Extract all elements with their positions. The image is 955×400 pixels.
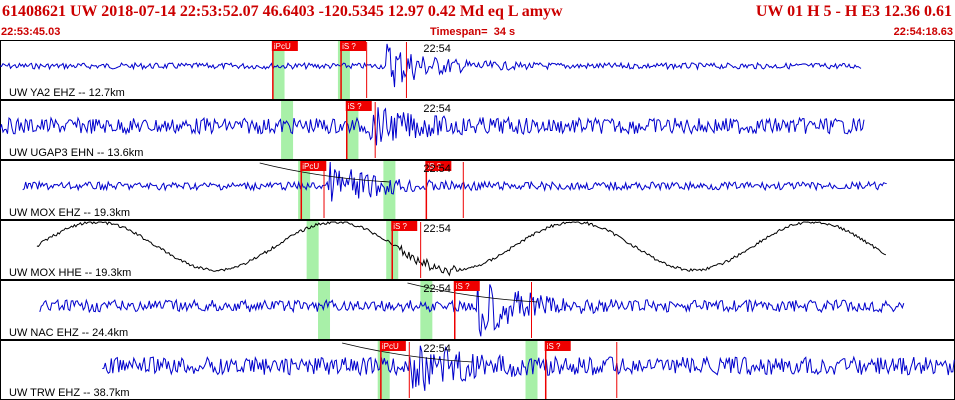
pick-flag <box>391 221 418 231</box>
pick-flag <box>544 341 571 351</box>
pick-flag <box>425 161 452 171</box>
end-time: 22:54:18.63 <box>893 26 953 38</box>
panel-frame <box>0 40 955 100</box>
time-tick-label: 22:54 <box>423 283 451 295</box>
timespan: Timespan= 34 s <box>430 26 515 38</box>
pick-label: iS ? <box>348 102 362 111</box>
station-label: UW MOX EHZ -- 19.3km <box>9 207 130 219</box>
time-window <box>306 221 319 279</box>
waveform <box>39 281 905 337</box>
station-label: UW YA2 EHZ -- 12.7km <box>9 87 125 99</box>
time-window <box>525 341 538 399</box>
pick-flag <box>300 161 327 171</box>
time-window <box>272 41 285 99</box>
travel-time-curve <box>407 282 538 303</box>
pick-label: iPcU <box>302 162 319 171</box>
waveform <box>0 107 865 146</box>
pick-flag <box>345 101 372 111</box>
panel-frame <box>0 220 955 280</box>
trace-panel: iPcU iS ? 22:54 UW TRW EHZ -- 38.7km <box>0 340 955 400</box>
time-window <box>346 101 359 159</box>
trace-panel: iPcU iS ?22:54 UW MOX EHZ -- 19.3km <box>0 160 955 220</box>
time-window <box>281 101 294 159</box>
trace-panel: iS ? 22:54 UW UGAP3 EHN -- 13.6km <box>0 100 955 160</box>
time-tick-label: 22:54 <box>423 343 451 355</box>
pick-info: UW 01 H 5 - H E3 12.36 0.61 <box>755 3 952 20</box>
pick-label: iS ? <box>456 282 470 291</box>
time-window <box>318 281 331 339</box>
start-time: 22:53:45.03 <box>1 26 61 38</box>
trace-panel: iS ? 22:54 UW NAC EHZ -- 24.4km <box>0 280 955 340</box>
pick-label: iS ? <box>547 342 561 351</box>
waveform <box>22 161 887 202</box>
trace-panel: iS ? 22:54 UW MOX HHE -- 19.3km <box>0 220 955 280</box>
station-label: UW NAC EHZ -- 24.4km <box>9 327 128 339</box>
pick-label: iS ? <box>342 42 356 51</box>
time-window <box>420 281 433 339</box>
time-tick-label: 22:54 <box>423 43 451 55</box>
time-tick-label: 22:54 <box>423 103 451 115</box>
station-label: UW UGAP3 EHN -- 13.6km <box>9 147 143 159</box>
panel-frame <box>0 100 955 160</box>
pick-flag <box>453 281 480 291</box>
station-label: UW MOX HHE -- 19.3km <box>9 267 131 279</box>
header: 61408621 UW 2018-07-14 22:53:52.07 46.64… <box>0 0 955 40</box>
travel-time-curve <box>259 162 390 183</box>
pick-label: iS ? <box>393 222 407 231</box>
event-title: 61408621 UW 2018-07-14 22:53:52.07 46.64… <box>2 3 563 20</box>
pick-flag <box>271 41 298 51</box>
pick-label: iS ? <box>427 162 441 171</box>
waveform <box>36 221 887 277</box>
pick-label: iPcU <box>382 342 399 351</box>
pick-flag <box>379 341 406 351</box>
waveform <box>0 43 862 88</box>
travel-time-curve <box>342 342 473 363</box>
pick-label: iPcU <box>274 42 291 51</box>
pick-flag <box>340 41 367 51</box>
time-tick-label: 22:54 <box>423 223 451 235</box>
timespan-value: 34 s <box>493 26 516 38</box>
station-label: UW TRW EHZ -- 38.7km <box>9 387 130 399</box>
time-tick-label: 22:54 <box>423 163 451 175</box>
timespan-label: Timespan= <box>430 26 488 38</box>
trace-panel: iPcU iS ? 22:54 UW YA2 EHZ -- 12.7km <box>0 40 955 100</box>
waveform <box>102 345 955 391</box>
